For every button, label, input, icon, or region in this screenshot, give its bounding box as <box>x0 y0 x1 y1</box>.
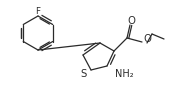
Text: O: O <box>127 16 135 26</box>
Text: O: O <box>143 34 151 44</box>
Text: S: S <box>81 69 87 79</box>
Text: F: F <box>36 7 41 15</box>
Text: NH₂: NH₂ <box>115 69 134 79</box>
